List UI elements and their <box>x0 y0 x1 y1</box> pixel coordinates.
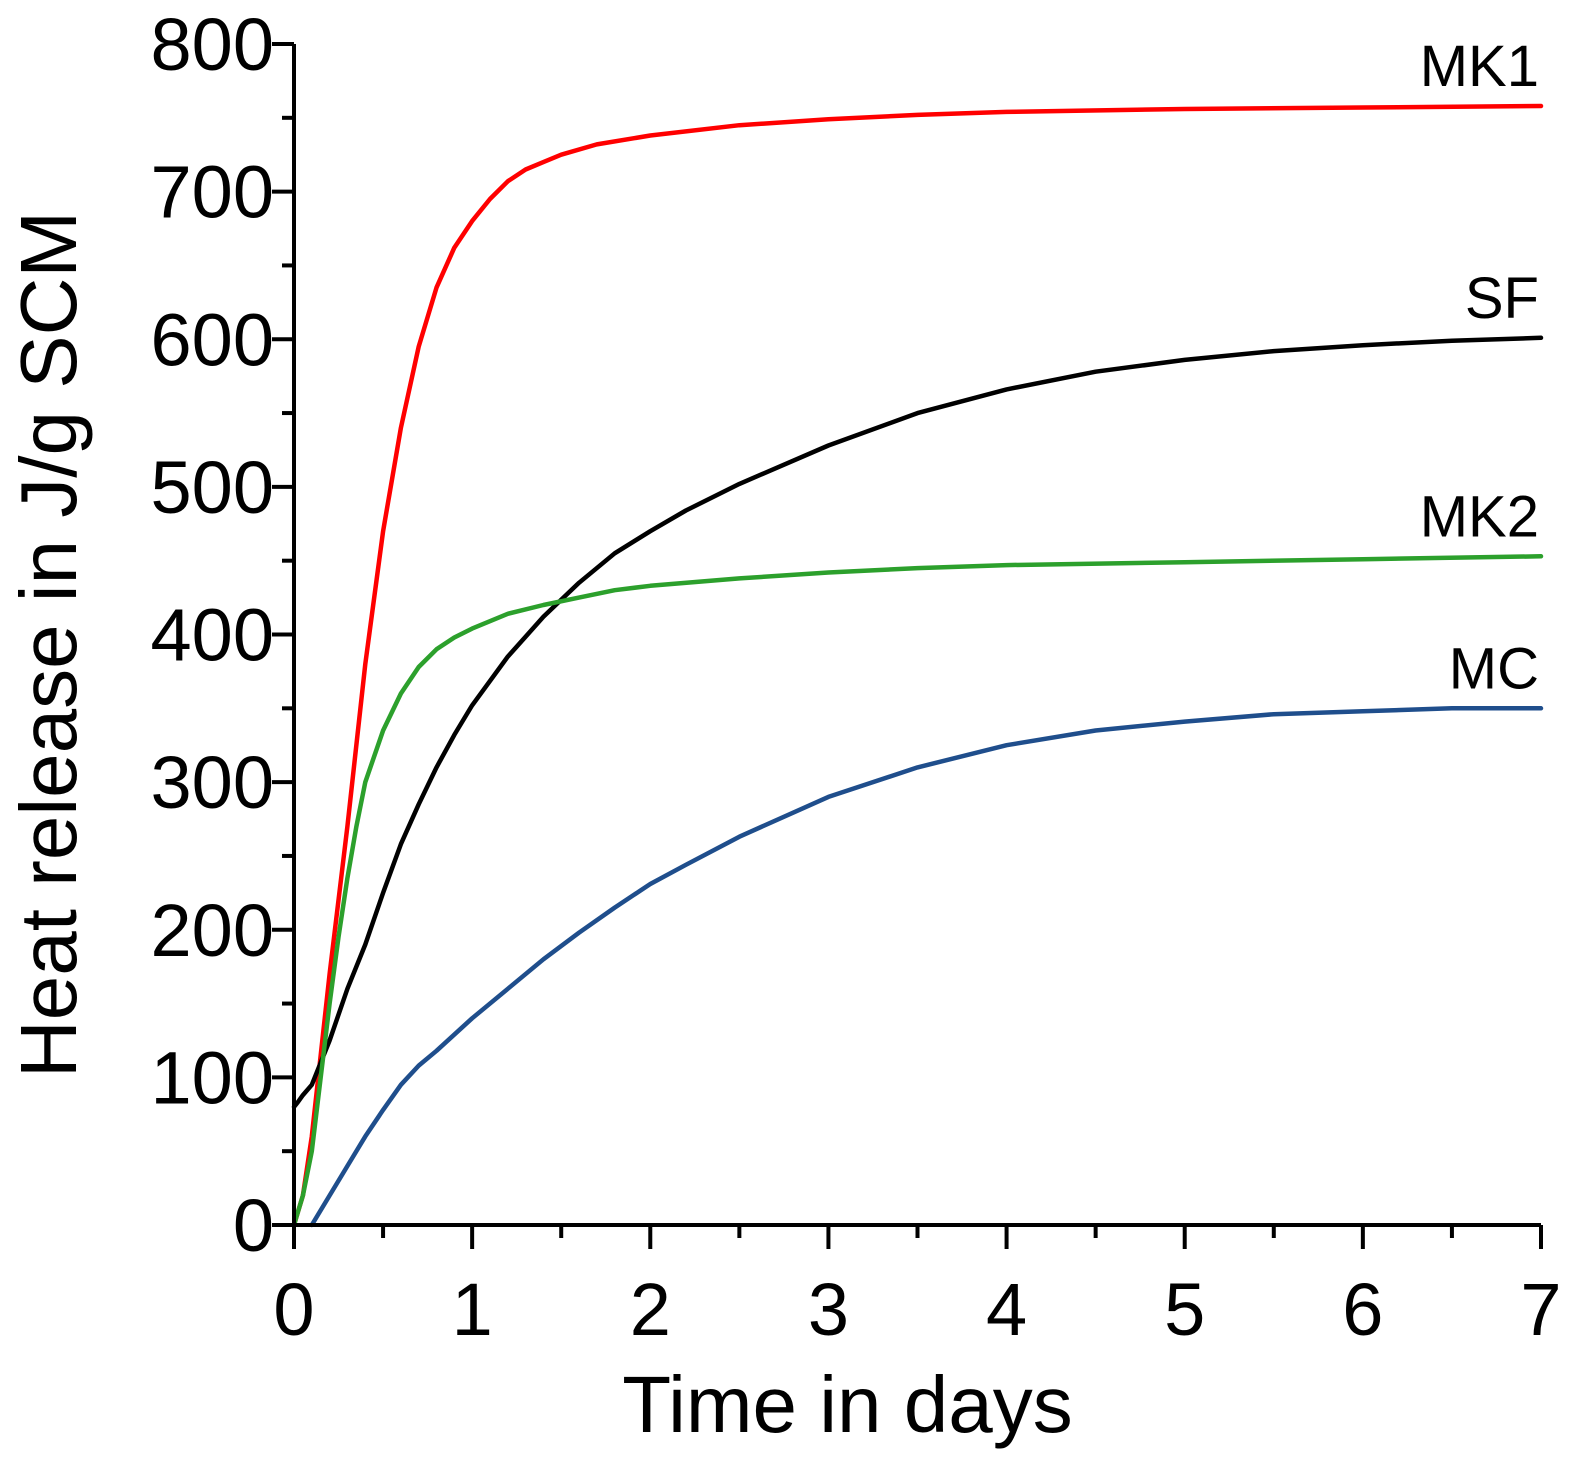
series-layer <box>291 103 1544 1228</box>
series-line-sf <box>291 335 1544 1110</box>
ticks-layer <box>272 42 1543 1249</box>
y-tick-label: 100 <box>151 1036 274 1119</box>
x-tick-label: 2 <box>630 1268 671 1351</box>
y-tick-label: 700 <box>151 151 274 234</box>
y-tick-label: 0 <box>233 1184 274 1267</box>
y-tick-label: 800 <box>151 3 274 86</box>
x-tick-label: 7 <box>1520 1268 1561 1351</box>
labels-layer: 0 100 200 300 400 500 600 700 800 0 1 2 3 4 5 6 7 MK1 SF MK… <box>151 3 1562 1351</box>
y-tick-label: 200 <box>151 889 274 972</box>
series-line-mc <box>309 706 1544 1228</box>
series-label-sf: SF <box>1465 266 1539 331</box>
x-tick-label: 3 <box>808 1268 849 1351</box>
series-line-mk2 <box>291 554 1544 1228</box>
x-tick-label: 4 <box>986 1268 1027 1351</box>
series-label-mc: MC <box>1449 636 1539 701</box>
x-axis-title: Time in days <box>622 1360 1073 1449</box>
y-tick-label: 600 <box>151 298 274 381</box>
x-tick-label: 0 <box>273 1268 314 1351</box>
y-axis-title: Heat release in J/g SCM <box>4 211 93 1078</box>
y-tick-label: 300 <box>151 741 274 824</box>
series-label-mk1: MK1 <box>1420 34 1539 99</box>
y-tick-label: 500 <box>151 446 274 529</box>
x-tick-label: 5 <box>1164 1268 1205 1351</box>
series-line-mk1 <box>291 103 1544 1228</box>
y-tick-label: 400 <box>151 594 274 677</box>
x-tick-label: 1 <box>452 1268 493 1351</box>
series-label-mk2: MK2 <box>1420 484 1539 549</box>
x-tick-label: 6 <box>1342 1268 1383 1351</box>
axes-layer <box>292 44 1541 1227</box>
